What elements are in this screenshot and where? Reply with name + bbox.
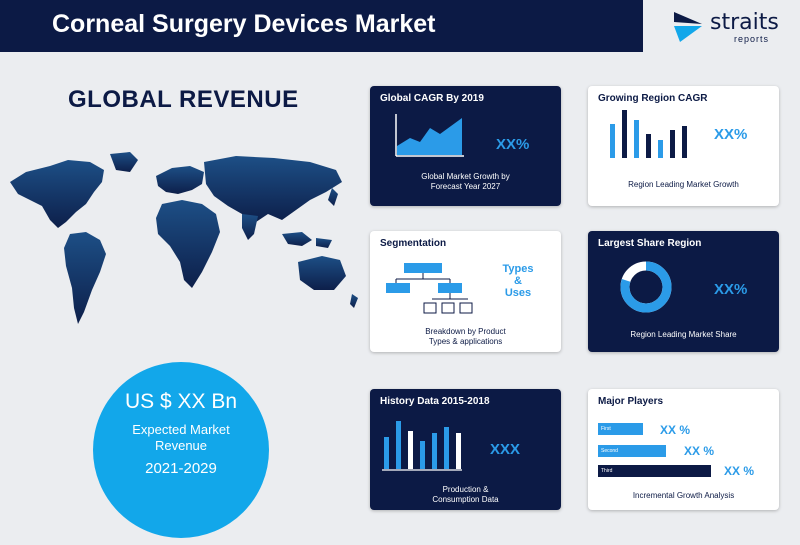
logo-brand-text: straits bbox=[710, 10, 779, 35]
logo-sub-text: reports bbox=[734, 34, 770, 44]
segmentation-card[interactable]: Segmentation Types & Uses Breakdown by P… bbox=[370, 231, 561, 352]
card-title: Major Players bbox=[598, 396, 664, 407]
history-data-card[interactable]: History Data 2015-2018 XXX Production & … bbox=[370, 389, 561, 510]
card-title: Global CAGR By 2019 bbox=[380, 93, 484, 104]
player-bar-first: First bbox=[598, 423, 643, 435]
player-value-first: XX % bbox=[660, 423, 691, 437]
types-uses-label: Types & Uses bbox=[498, 263, 538, 299]
cagr-value: XX% bbox=[496, 136, 530, 153]
page-title: Corneal Surgery Devices Market bbox=[52, 10, 436, 38]
largest-share-caption: Region Leading Market Share bbox=[630, 330, 737, 339]
segmentation-caption-line1: Breakdown by Product bbox=[425, 327, 506, 336]
straits-logo[interactable]: straits reports bbox=[672, 10, 782, 46]
growing-region-value: XX% bbox=[714, 126, 748, 143]
bar-chart-icon bbox=[610, 110, 687, 158]
hierarchy-icon bbox=[386, 263, 473, 314]
title-bar: Corneal Surgery Devices Market bbox=[0, 0, 643, 52]
player-bar-third: Third bbox=[598, 465, 711, 477]
card-title: Segmentation bbox=[380, 238, 447, 249]
world-map-image bbox=[10, 152, 358, 324]
revenue-circle: US $ XX Bn Expected Market Revenue 2021-… bbox=[93, 362, 269, 538]
player-value-third: XX % bbox=[724, 464, 755, 478]
revenue-amount: US $ XX Bn bbox=[124, 390, 238, 413]
growing-region-caption: Region Leading Market Growth bbox=[628, 180, 739, 189]
global-revenue-heading: GLOBAL REVENUE bbox=[68, 86, 299, 113]
card-title: Growing Region CAGR bbox=[598, 93, 708, 104]
largest-share-card[interactable]: Largest Share Region XX% Region Leading … bbox=[588, 231, 779, 352]
growing-region-card[interactable]: Growing Region CAGR XX% Region Leading M… bbox=[588, 86, 779, 206]
player-value-second: XX % bbox=[684, 444, 715, 458]
major-players-caption: Incremental Growth Analysis bbox=[632, 491, 735, 500]
history-caption-line2: Consumption Data bbox=[432, 495, 499, 504]
card-title: Largest Share Region bbox=[598, 238, 702, 249]
cagr-caption-line2: Forecast Year 2027 bbox=[430, 182, 501, 191]
donut-chart-icon bbox=[620, 261, 672, 313]
cagr-caption-line1: Global Market Growth by bbox=[421, 172, 510, 181]
card-title: History Data 2015-2018 bbox=[380, 396, 490, 407]
segmentation-caption-line2: Types & applications bbox=[428, 337, 503, 346]
bar-chart-icon bbox=[382, 421, 462, 471]
player-bar-second: Second bbox=[598, 445, 666, 457]
area-chart-icon bbox=[395, 114, 464, 157]
revenue-years: 2021-2029 bbox=[145, 460, 217, 477]
types-text: Types bbox=[502, 263, 534, 275]
arrow-mark-icon bbox=[674, 12, 702, 42]
revenue-label: Expected Market Revenue bbox=[132, 422, 230, 453]
largest-share-value: XX% bbox=[714, 281, 748, 298]
major-players-card[interactable]: Major Players First XX % Second XX % Thi… bbox=[588, 389, 779, 510]
history-caption-line1: Production & bbox=[442, 485, 489, 494]
history-value: XXX bbox=[490, 441, 521, 458]
uses-text: Uses bbox=[504, 287, 532, 299]
global-cagr-card[interactable]: Global CAGR By 2019 XX% Global Market Gr… bbox=[370, 86, 561, 206]
ampersand-text: & bbox=[514, 275, 522, 287]
